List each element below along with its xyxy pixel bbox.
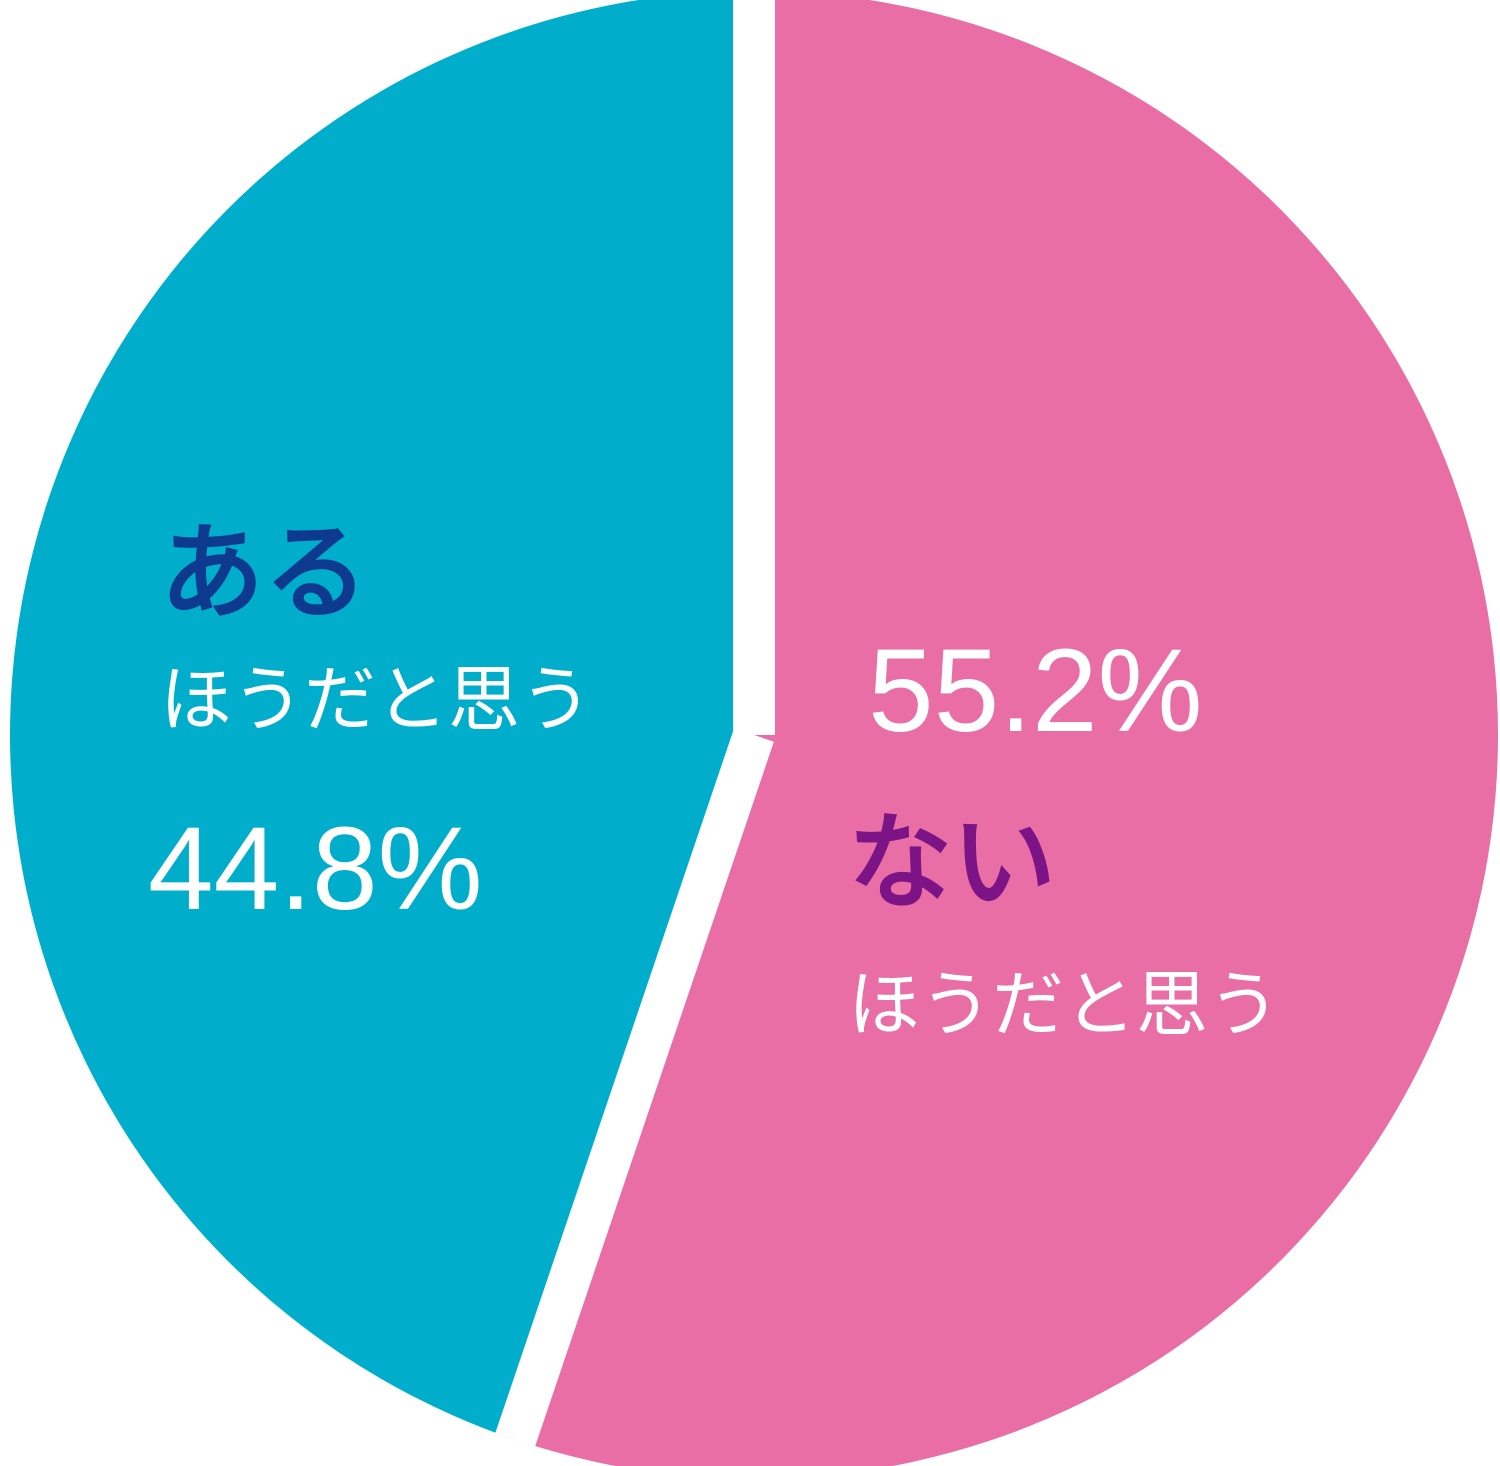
category-sublabel: ほうだと思う [160, 658, 592, 742]
value-label: 44.8% [148, 803, 483, 935]
slice-gap [495, 728, 774, 1447]
pie-slice [10, 0, 754, 1440]
category-label: ない [848, 801, 1056, 923]
category-sublabel: ほうだと思う [848, 963, 1280, 1047]
value-label: 55.2% [868, 625, 1203, 757]
category-label: ある [160, 511, 368, 633]
